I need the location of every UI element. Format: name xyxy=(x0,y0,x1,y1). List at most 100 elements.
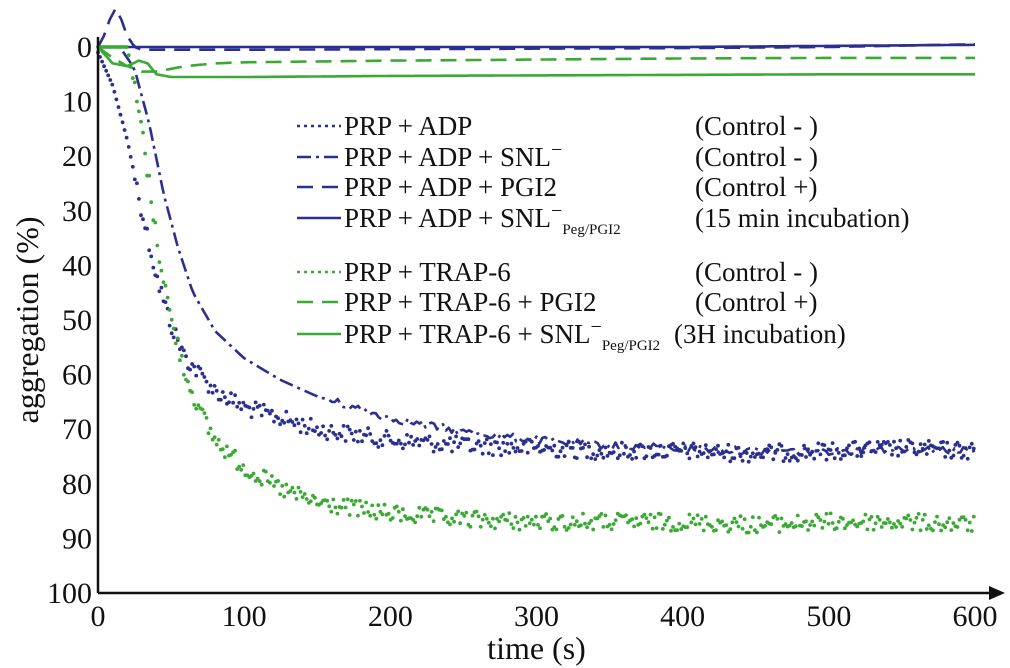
data-point xyxy=(360,439,364,444)
data-point xyxy=(722,455,727,460)
data-point xyxy=(448,522,452,527)
data-point xyxy=(157,260,162,264)
data-point xyxy=(223,395,227,400)
data-point xyxy=(736,445,741,450)
series-line xyxy=(98,45,976,457)
data-point xyxy=(218,397,223,402)
data-point xyxy=(351,438,356,442)
data-point xyxy=(415,514,420,519)
data-point xyxy=(951,453,956,458)
data-point xyxy=(450,516,454,521)
data-point xyxy=(900,525,905,529)
data-point xyxy=(509,441,514,446)
data-point xyxy=(521,516,526,520)
data-point xyxy=(830,521,835,525)
data-point xyxy=(595,453,600,458)
data-point xyxy=(699,517,704,521)
data-point xyxy=(253,400,258,405)
data-point xyxy=(529,517,534,522)
data-point xyxy=(349,431,354,436)
data-point xyxy=(630,457,634,461)
data-point xyxy=(620,440,624,445)
data-point xyxy=(869,515,874,519)
data-point xyxy=(202,411,207,415)
data-point xyxy=(804,455,808,459)
legend-series-name: PRP + ADP + SNL xyxy=(344,142,551,172)
data-point xyxy=(265,408,270,413)
data-point xyxy=(188,367,193,372)
y-tick-label: 70 xyxy=(62,413,92,446)
data-point xyxy=(924,452,929,456)
data-point xyxy=(360,504,364,509)
data-point xyxy=(454,512,458,517)
data-point xyxy=(480,517,485,522)
data-point xyxy=(433,445,438,449)
data-point xyxy=(425,438,430,442)
data-point xyxy=(753,455,757,459)
data-point xyxy=(366,510,370,514)
data-point xyxy=(380,512,385,517)
data-point xyxy=(896,519,900,523)
y-tick-label: 30 xyxy=(62,195,92,228)
data-point xyxy=(220,447,225,451)
legend-note: (Control - ) xyxy=(695,111,818,141)
data-point xyxy=(634,516,639,521)
data-point xyxy=(276,416,280,421)
data-point xyxy=(961,453,966,458)
data-point xyxy=(716,443,720,448)
data-point xyxy=(910,441,915,446)
series-7 xyxy=(97,46,975,79)
data-point xyxy=(951,521,956,525)
data-point xyxy=(409,434,413,439)
data-point xyxy=(345,497,350,502)
data-point xyxy=(746,459,751,464)
series-layer xyxy=(96,7,976,535)
data-point xyxy=(149,200,154,205)
data-point xyxy=(171,326,176,331)
data-point xyxy=(583,442,587,447)
data-point xyxy=(591,527,596,532)
data-point xyxy=(194,373,199,378)
data-point xyxy=(452,519,456,524)
data-point xyxy=(233,448,238,453)
legend-entry: PRP + TRAP-6 (Control - ) xyxy=(297,257,818,287)
data-point xyxy=(624,513,628,518)
legend-series-name: PRP + TRAP-6 + SNL xyxy=(344,319,591,349)
data-point xyxy=(497,519,501,524)
data-point xyxy=(828,448,833,452)
data-point xyxy=(505,518,510,523)
x-tick-label: 100 xyxy=(222,600,267,633)
data-point xyxy=(118,112,123,117)
data-point xyxy=(257,403,262,408)
data-point xyxy=(153,220,158,225)
data-point xyxy=(771,457,776,462)
data-point xyxy=(730,520,735,525)
data-point xyxy=(233,393,238,398)
data-point xyxy=(415,437,420,441)
data-point xyxy=(315,425,319,430)
data-point xyxy=(830,441,835,445)
data-point xyxy=(135,181,139,186)
data-point xyxy=(896,453,900,458)
data-point xyxy=(356,439,360,444)
data-point xyxy=(441,439,446,443)
data-point xyxy=(351,502,356,507)
data-point xyxy=(358,429,362,433)
data-point xyxy=(304,497,309,501)
data-point xyxy=(302,423,307,428)
data-point xyxy=(630,517,634,522)
data-point xyxy=(329,424,334,428)
data-point xyxy=(879,525,884,529)
data-point xyxy=(918,442,923,446)
data-point xyxy=(689,520,694,525)
data-point xyxy=(710,524,714,529)
data-point xyxy=(583,521,587,526)
data-point xyxy=(720,519,724,524)
series-line xyxy=(97,46,975,79)
data-point xyxy=(855,524,860,529)
data-point xyxy=(345,424,350,429)
data-point xyxy=(687,456,692,461)
data-point xyxy=(333,433,338,437)
data-point xyxy=(390,516,395,520)
data-point xyxy=(163,300,168,304)
